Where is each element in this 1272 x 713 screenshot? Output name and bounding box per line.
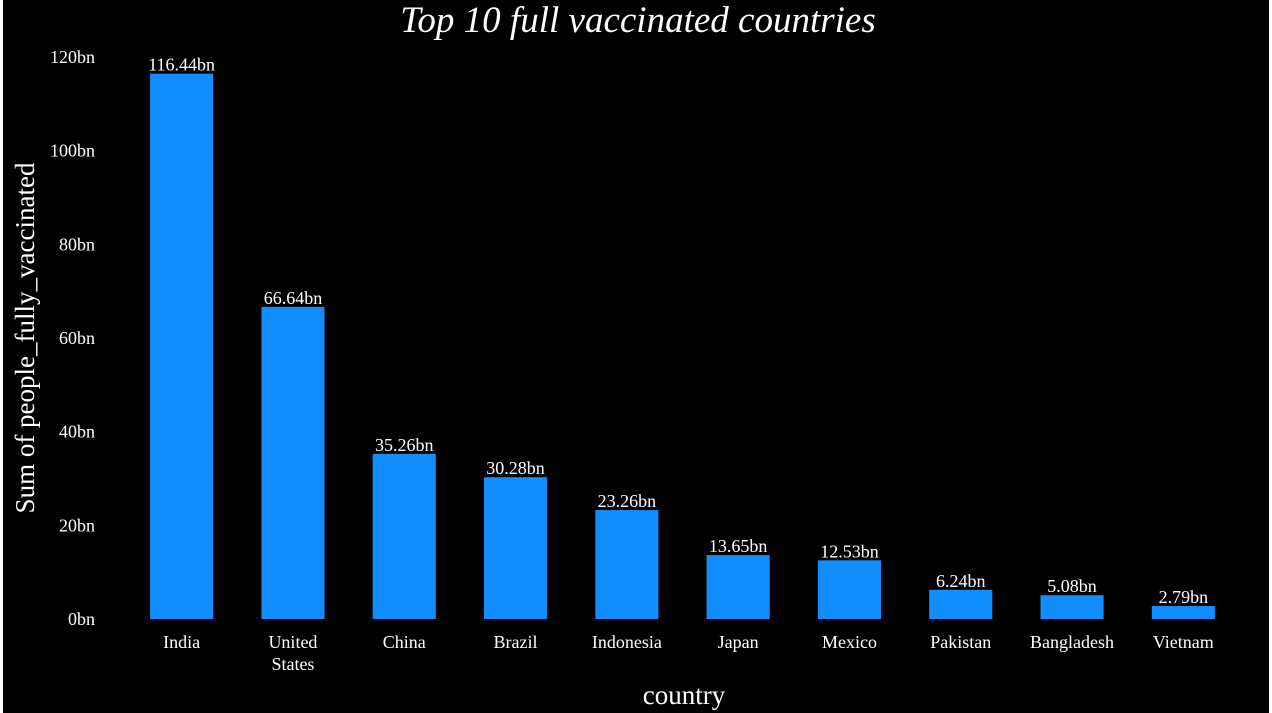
x-tick-label: Brazil <box>494 632 538 652</box>
chart-panel: Top 10 full vaccinated countries Sum of … <box>3 0 1269 713</box>
bars <box>150 73 1215 619</box>
bar <box>1151 605 1215 619</box>
y-tick-label: 120bn <box>50 47 95 67</box>
x-axis-title: country <box>643 680 726 710</box>
y-tick-label: 100bn <box>50 141 95 161</box>
x-tick-label-line: States <box>271 654 314 674</box>
x-tick-label-line: Japan <box>718 632 759 652</box>
bar <box>261 306 325 619</box>
bar <box>1040 595 1104 619</box>
x-tick-label: Bangladesh <box>1030 632 1114 652</box>
x-axis-ticks: India United States China Brazil Indonesia Jap… <box>163 632 1214 674</box>
data-label: 12.53bn <box>820 541 879 561</box>
data-label: 6.24bn <box>936 571 986 591</box>
x-tick-label-line: Brazil <box>494 632 538 652</box>
bar-chart: Top 10 full vaccinated countries Sum of … <box>10 0 1215 710</box>
data-label: 23.26bn <box>598 491 657 511</box>
y-axis-ticks: 0bn 20bn 40bn 60bn 80bn 100bn 120bn <box>50 47 95 629</box>
y-tick-label: 80bn <box>59 234 95 254</box>
data-labels: 116.44bn 66.64bn 35.26bn 30.28bn 23.26bn 13.6… <box>148 55 1208 607</box>
data-label: 2.79bn <box>1159 587 1209 607</box>
x-tick-label: Indonesia <box>592 632 662 652</box>
x-tick-label-line: Mexico <box>822 632 877 652</box>
x-tick-label: Vietnam <box>1153 632 1214 652</box>
x-tick-label: India <box>163 632 200 652</box>
bar <box>372 453 436 619</box>
y-tick-label: 40bn <box>59 422 95 442</box>
bar <box>929 589 993 619</box>
bar <box>483 477 548 619</box>
y-tick-label: 20bn <box>59 515 95 535</box>
x-tick-label-line: Pakistan <box>930 632 991 652</box>
x-tick-label-line: Indonesia <box>592 632 662 652</box>
y-tick-label: 0bn <box>68 609 95 629</box>
data-label: 13.65bn <box>709 536 768 556</box>
chart-title: Top 10 full vaccinated countries <box>400 0 875 41</box>
x-tick-label: Mexico <box>822 632 877 652</box>
data-label: 30.28bn <box>486 458 545 478</box>
x-tick-label-line: Vietnam <box>1153 632 1214 652</box>
x-tick-label-line: Bangladesh <box>1030 632 1114 652</box>
x-tick-label-line: India <box>163 632 200 652</box>
data-label: 35.26bn <box>375 435 434 455</box>
x-tick-label: China <box>383 632 426 652</box>
y-axis-title: Sum of people_fully_vaccinated <box>10 162 40 513</box>
data-label: 5.08bn <box>1047 576 1097 596</box>
x-tick-label: Japan <box>718 632 759 652</box>
bar <box>817 560 882 619</box>
x-tick-label-line: China <box>383 632 426 652</box>
x-tick-label: United States <box>268 632 317 674</box>
x-tick-label: Pakistan <box>930 632 991 652</box>
y-tick-label: 60bn <box>59 328 95 348</box>
x-tick-label-line: United <box>268 632 317 652</box>
bar <box>150 73 214 619</box>
bar <box>595 510 659 619</box>
data-label: 116.44bn <box>148 55 215 75</box>
bar <box>706 555 770 619</box>
data-label: 66.64bn <box>264 288 323 308</box>
